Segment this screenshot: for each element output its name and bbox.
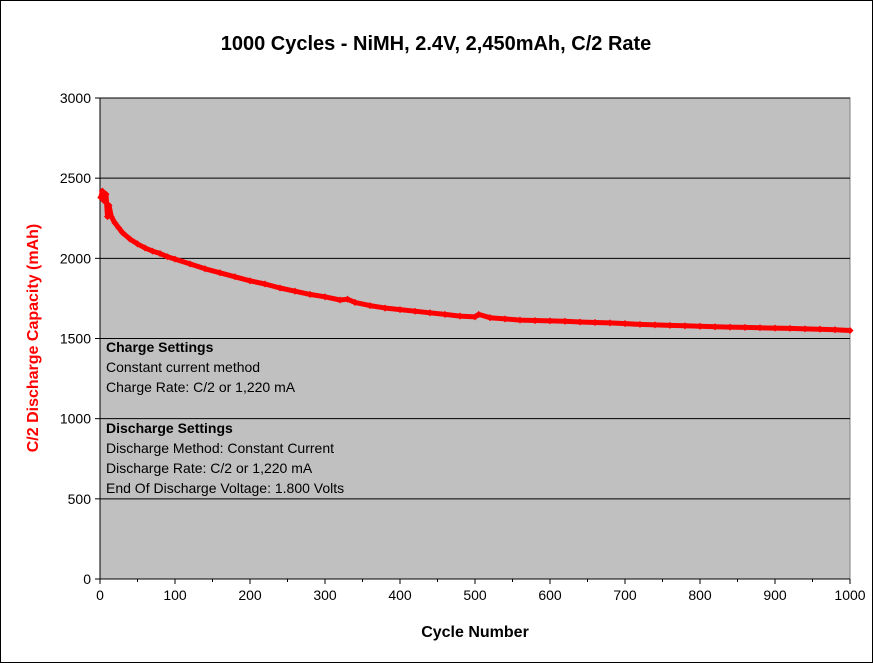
data-point: [141, 244, 149, 252]
data-point: [426, 309, 434, 317]
data-point: [756, 324, 764, 332]
data-point: [343, 295, 352, 303]
data-point: [102, 190, 110, 198]
data-point: [107, 213, 115, 221]
capacity-series: [97, 187, 854, 335]
y-tick-label: 2500: [60, 170, 91, 186]
y-tick-label: 1000: [60, 411, 91, 427]
data-point: [381, 304, 389, 312]
data-point: [561, 317, 569, 325]
y-tick-label: 500: [68, 491, 92, 507]
data-point: [726, 323, 734, 331]
x-tick-label: 300: [313, 587, 337, 603]
data-point: [261, 280, 269, 288]
x-tick-label: 0: [96, 587, 104, 603]
data-point: [606, 319, 614, 327]
x-tick-label: 100: [163, 587, 187, 603]
data-point: [133, 240, 142, 248]
x-tick-label: 900: [763, 587, 787, 603]
data-point: [441, 310, 449, 318]
data-point: [100, 197, 108, 205]
data-point: [336, 296, 344, 304]
y-axis-ticks: 0 500 1000 1500 2000 2500 3000: [60, 90, 100, 587]
y-tick-label: 1500: [60, 331, 91, 347]
charge-settings-line: Constant current method: [106, 359, 260, 375]
y-tick-label: 0: [83, 571, 91, 587]
data-point: [105, 201, 113, 209]
data-point: [576, 318, 584, 326]
data-point: [546, 317, 554, 325]
data-point: [651, 321, 659, 329]
data-point: [696, 322, 704, 330]
x-axis-ticks: 0 100 200 300 400 500 600 700 800 900 1000: [96, 579, 866, 603]
data-point: [171, 255, 179, 263]
data-point: [115, 224, 123, 232]
data-point: [681, 322, 689, 330]
y-tick-label: 2000: [60, 250, 91, 266]
data-point: [396, 306, 404, 314]
data-point: [741, 323, 749, 331]
data-point: [621, 320, 629, 328]
settings-annotation: Charge Settings Constant current method …: [106, 339, 344, 496]
data-point: [516, 316, 524, 324]
data-point: [771, 324, 779, 332]
gridlines: [100, 97, 850, 500]
data-point: [846, 326, 854, 335]
data-point: [475, 310, 483, 318]
discharge-settings-line: Discharge Method: Constant Current: [106, 440, 334, 456]
discharge-settings-line: End Of Discharge Voltage: 1.800 Volts: [106, 480, 344, 496]
data-point: [666, 321, 674, 329]
data-point: [636, 320, 644, 328]
discharge-settings-line: Discharge Rate: C/2 or 1,220 mA: [106, 460, 313, 476]
data-point: [801, 325, 809, 333]
data-point: [591, 318, 599, 327]
chart-title: 1000 Cycles - NiMH, 2.4V, 2,450mAh, C/2 …: [221, 33, 652, 55]
data-point: [118, 229, 127, 237]
data-point: [501, 315, 509, 323]
data-point: [786, 324, 794, 332]
x-tick-label: 200: [238, 587, 262, 603]
data-point: [321, 293, 329, 301]
y-tick-label: 3000: [60, 90, 91, 106]
data-point: [711, 323, 719, 331]
discharge-settings-heading: Discharge Settings: [106, 420, 233, 436]
data-point: [456, 312, 464, 320]
data-point: [411, 307, 419, 315]
data-point: [351, 298, 359, 306]
data-point: [156, 249, 164, 258]
data-point: [126, 235, 134, 243]
charge-settings-heading: Charge Settings: [106, 339, 214, 355]
data-point: [831, 326, 839, 334]
data-point: [103, 213, 112, 221]
data-point: [306, 290, 314, 298]
x-tick-label: 600: [538, 587, 562, 603]
data-point: [111, 219, 119, 227]
x-tick-label: 800: [688, 587, 712, 603]
data-point: [276, 284, 284, 292]
data-point: [246, 277, 254, 285]
charge-settings-line: Charge Rate: C/2 or 1,220 mA: [106, 379, 296, 395]
data-point: [366, 302, 374, 310]
y-axis-title: C/2 Discharge Capacity (mAh): [25, 224, 42, 453]
data-point: [231, 273, 239, 281]
data-point: [201, 265, 209, 273]
data-point: [531, 317, 539, 325]
data-point: [216, 269, 224, 277]
x-tick-label: 500: [463, 587, 487, 603]
data-point: [291, 287, 299, 295]
data-point: [186, 260, 194, 268]
x-axis-title: Cycle Number: [421, 624, 529, 641]
data-point: [148, 247, 157, 255]
data-point: [486, 314, 494, 322]
x-tick-label: 700: [613, 587, 637, 603]
data-point: [816, 325, 824, 333]
x-tick-label: 1000: [834, 587, 865, 603]
x-tick-label: 400: [388, 587, 412, 603]
series-line: [98, 188, 853, 333]
